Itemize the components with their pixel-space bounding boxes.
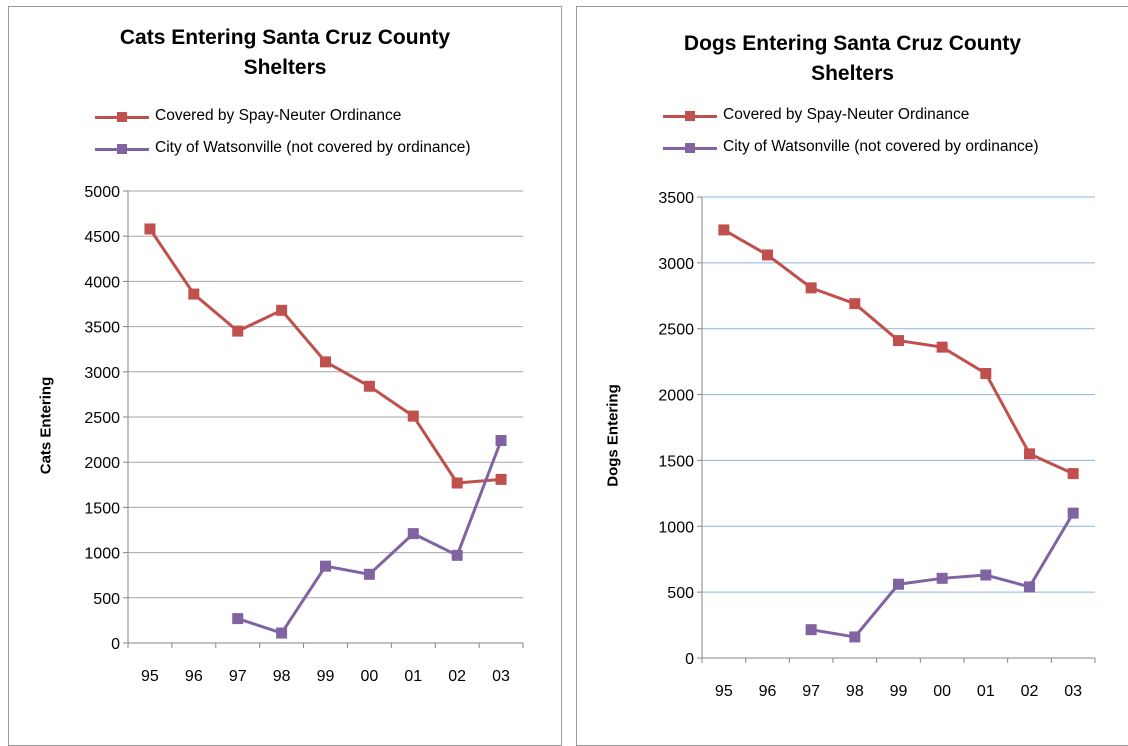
data-point-watsonville [980,569,992,581]
legend-label: Covered by Spay-Neuter Ordinance [155,107,402,124]
data-point-covered [363,380,375,392]
y-tick-label: 2000 [658,388,694,405]
x-tick-label: 99 [317,668,335,685]
x-tick-label: 95 [715,683,733,700]
y-tick-label: 0 [685,651,694,668]
series-line-watsonville [237,439,503,635]
data-point-watsonville [407,528,419,540]
x-tick-label: 00 [933,683,951,700]
series-line-covered [148,228,502,485]
data-point-watsonville [363,568,375,580]
y-tick-label: 500 [93,591,120,608]
x-tick-label: 96 [759,683,777,700]
legend-swatch-watsonville [95,143,149,155]
data-point-covered [232,325,244,337]
y-tick-label: 2500 [84,410,120,427]
x-tick-label: 98 [273,668,291,685]
legend-label: City of Watsonville (not covered by ordi… [155,139,471,156]
data-point-covered [718,224,730,236]
data-point-covered [276,304,288,316]
x-tick-label: 01 [977,683,995,700]
data-point-covered [144,223,156,235]
data-point-watsonville [1067,507,1079,519]
y-tick-label: 1000 [84,546,120,563]
y-tick-label: 500 [667,585,694,602]
data-point-covered [980,367,992,379]
data-point-covered [451,477,463,489]
x-tick-label: 97 [802,683,820,700]
legend-swatch-covered [663,110,717,122]
y-tick-label: 5000 [84,184,120,201]
y-tick-label: 0 [111,636,120,653]
data-point-watsonville [276,627,288,639]
data-point-watsonville [936,572,948,584]
data-point-watsonville [232,613,244,625]
data-point-watsonville [849,631,861,643]
y-tick-label: 4000 [84,274,120,291]
x-tick-label: 03 [492,668,510,685]
x-tick-label: 99 [890,683,908,700]
x-tick-label: 01 [404,668,422,685]
y-tick-label: 2500 [658,322,694,339]
cats-plot-area: 0 500 1000 1500 2000 2500 3000 3500 4000 4500 5000… [84,184,524,685]
legend-label: City of Watsonville (not covered by ordi… [723,138,1039,155]
chart-title: Dogs Entering Santa Cruz County Shelters [683,32,1022,85]
cats-chart-panel: Cats Entering Santa Cruz County Shelters… [8,6,562,746]
data-point-covered [936,341,948,353]
y-tick-label: 3000 [84,365,120,382]
x-tick-label: 02 [1021,683,1039,700]
data-point-covered [762,249,773,261]
data-point-watsonville [805,624,817,636]
data-point-watsonville [1024,581,1035,593]
series-line-covered [723,228,1074,475]
legend-swatch-watsonville [663,142,717,154]
x-tick-label: 02 [448,668,466,685]
y-tick-label: 3500 [84,320,120,337]
data-point-covered [849,298,861,310]
data-point-watsonville [451,549,463,561]
data-point-watsonville [320,560,331,572]
x-tick-label: 96 [185,668,203,685]
dogs-chart-panel: Dogs Entering Santa Cruz County Shelters… [576,6,1128,746]
y-tick-label: 3500 [658,190,694,207]
y-tick-label: 2000 [84,455,120,472]
legend-swatch-covered [95,111,149,123]
x-tick-label: 00 [360,668,378,685]
x-tick-label: 95 [141,668,159,685]
data-point-covered [495,473,507,485]
data-point-covered [1024,448,1035,460]
data-point-watsonville [495,435,507,447]
chart-title: Cats Entering Santa Cruz County Shelters [119,26,451,79]
x-tick-label: 97 [229,668,247,685]
y-tick-label: 4500 [84,229,120,246]
data-point-covered [1067,468,1079,480]
data-point-covered [893,335,904,347]
data-point-covered [188,288,200,300]
x-tick-label: 03 [1064,683,1082,700]
data-point-covered [805,282,817,294]
data-point-covered [320,356,331,368]
y-tick-label: 3000 [658,256,694,273]
x-tick-label: 98 [846,683,864,700]
y-tick-label: 1500 [84,500,120,517]
data-point-covered [407,410,419,422]
y-tick-label: 1500 [658,453,694,470]
legend-label: Covered by Spay-Neuter Ordinance [723,106,970,123]
y-tick-label: 1000 [658,519,694,536]
dogs-plot-area: 0 500 1000 1500 2000 2500 3000 3500 95 96 97 98 99 00… [658,190,1096,700]
data-point-watsonville [893,578,904,590]
